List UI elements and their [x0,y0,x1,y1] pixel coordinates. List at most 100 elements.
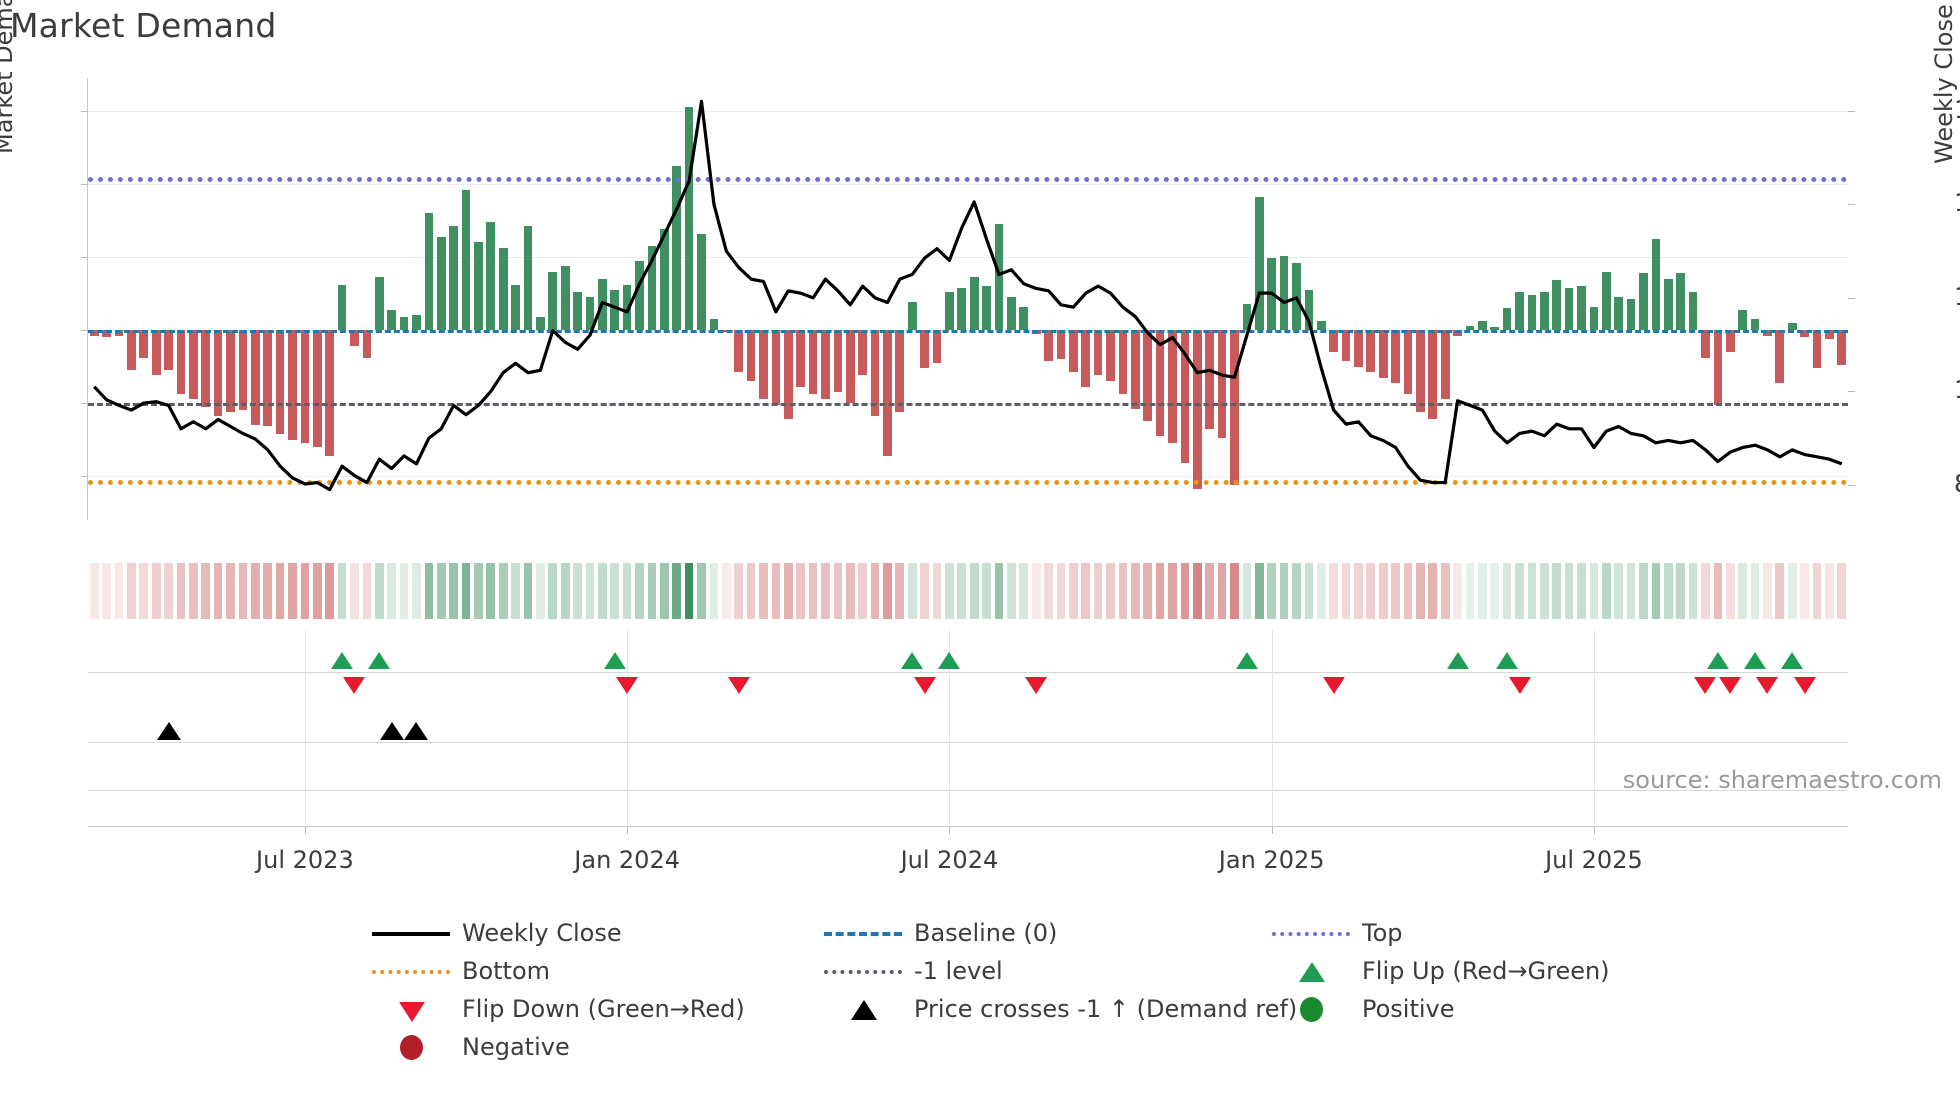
demand-strip-cell [1577,563,1586,619]
y-axis-right-tick: 160 [1954,95,1960,124]
demand-strip-cell [969,563,979,619]
demand-bar [821,330,830,400]
demand-bar [1354,330,1363,367]
demand-strip-cell [1217,563,1227,619]
flip-down-marker [616,677,639,694]
y-axis-left-tickmark [81,183,88,185]
demand-strip-cell [1155,563,1165,619]
demand-bar [734,330,744,373]
demand-strip-cell [560,563,570,619]
flip-down-marker [1322,677,1345,694]
demand-strip-cell [957,563,967,619]
demand-bar [771,330,781,405]
marker-panel-vline [304,630,306,826]
demand-strip-cell [89,563,99,619]
x-axis-tick-label: Jan 2024 [574,846,680,874]
demand-strip-cell [201,563,211,619]
demand-bar [920,330,929,369]
demand-strip-cell [895,563,905,619]
legend-item[interactable]: -1 level [824,956,1003,986]
demand-strip-cell [300,563,310,619]
demand-bar [1564,287,1574,331]
legend-item[interactable]: Weekly Close [372,918,622,948]
demand-bar [374,277,384,331]
flip-up-marker [368,652,391,669]
legend-item[interactable]: Price crosses -1 ↑ (Demand ref) [824,994,1297,1024]
demand-strip-cell [176,563,186,619]
legend-label: Top [1362,919,1403,947]
demand-bar [1093,330,1103,376]
y-axis-left-tickmark [81,330,88,332]
legend-item[interactable]: Bottom [372,956,550,986]
y-axis-left-label: Market Demand [0,0,18,154]
price-cross-marker [379,722,404,740]
demand-strip-cell [387,563,396,619]
demand-bar [1217,330,1227,439]
demand-bar [362,330,372,358]
marker-panel-gridline [88,672,1848,673]
demand-strip-cell [350,563,359,619]
demand-bar [1378,330,1388,378]
demand-bar [1540,292,1549,331]
y-axis-right-tickmark [1848,204,1855,206]
demand-strip-cell [697,563,706,619]
flip-down-marker [727,677,750,694]
flip-up-marker [1706,652,1729,669]
demand-bar [1490,327,1500,331]
demand-strip-cell [511,563,520,619]
legend-item[interactable]: Flip Down (Green→Red) [372,994,745,1024]
demand-bar [139,330,149,358]
reference-line [88,176,1848,182]
demand-strip-cell [1143,563,1153,619]
marker-panel [88,630,1848,827]
demand-bar [449,226,458,331]
demand-strip-cell [1676,563,1685,619]
demand-bar [932,330,942,363]
legend-label: Weekly Close [462,919,622,947]
demand-bar [250,330,260,426]
legend-item[interactable]: Top [1272,918,1403,948]
demand-strip-cell [412,563,421,619]
demand-bar [337,284,347,331]
demand-strip-cell [114,563,124,619]
price-cross-marker [404,722,429,740]
demand-bar [1478,321,1487,331]
demand-bar [945,292,954,331]
demand-strip-cell [1329,563,1338,619]
demand-strip-cell [1230,563,1239,619]
demand-strip-cell [424,563,434,619]
demand-strip-cell [1453,563,1462,619]
demand-strip-cell [1626,563,1636,619]
legend-item[interactable]: Flip Up (Red→Green) [1272,956,1610,986]
demand-strip-cell [1292,563,1301,619]
demand-strip-cell [1192,563,1202,619]
demand-strip-cell [1738,563,1747,619]
demand-strip-cell [1069,563,1078,619]
demand-strip-cell [337,563,347,619]
demand-strip-cell [746,563,756,619]
x-axis-spine [88,826,1848,827]
demand-bar [1118,330,1128,395]
flip-up-marker [1446,652,1469,669]
demand-bar [461,189,471,331]
demand-strip-cell [536,563,545,619]
demand-strip-cell [721,563,731,619]
flip-up-marker [1781,652,1804,669]
demand-bar [127,330,136,371]
demand-bar [1601,271,1611,331]
demand-bar [1440,330,1450,400]
demand-strip-cell [635,563,644,619]
demand-strip-cell [734,563,744,619]
legend-item[interactable]: Negative [372,1032,570,1062]
demand-bar [672,165,682,331]
demand-strip-cell [1725,563,1735,619]
legend-item[interactable]: Baseline (0) [824,918,1057,948]
y-axis-right-tickmark [1848,110,1855,112]
legend-item[interactable]: Positive [1272,994,1455,1024]
demand-bar [622,284,632,331]
demand-bar [1254,197,1264,331]
demand-strip-cell [548,563,558,619]
y-axis-left-tickmark [81,476,88,478]
demand-bar [1787,322,1797,331]
demand-bar [573,292,582,331]
